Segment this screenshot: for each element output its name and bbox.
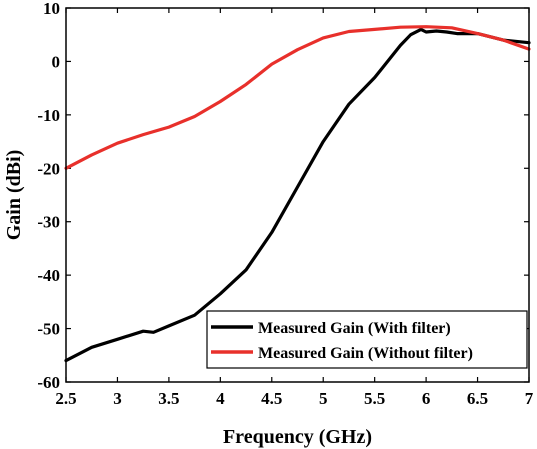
y-tick-label: -60 — [37, 373, 60, 392]
y-tick-label: 0 — [52, 52, 61, 71]
plot-frame — [65, 7, 530, 383]
legend-label-without-filter: Measured Gain (Without filter) — [258, 345, 473, 362]
x-tick-label: 7 — [525, 389, 534, 408]
x-tick-label: 6 — [422, 389, 431, 408]
y-tick-label: -40 — [37, 266, 60, 285]
series-line-without-filter — [64, 25, 531, 170]
legend-label-with-filter: Measured Gain (With filter) — [258, 320, 451, 337]
y-axis-title: Gain (dBi) — [3, 150, 25, 241]
legend-box — [206, 310, 528, 369]
series-layer — [64, 25, 531, 363]
legend: Measured Gain (With filter) Measured Gai… — [206, 310, 528, 369]
x-tick-label: 4.5 — [261, 389, 282, 408]
y-tick-label: -20 — [37, 159, 60, 178]
x-tick-label: 3 — [113, 389, 122, 408]
x-tick-label: 2.5 — [55, 389, 76, 408]
y-tick-label: -50 — [37, 320, 60, 339]
y-tick-label: 10 — [43, 0, 60, 18]
y-tick-label: -10 — [37, 106, 60, 125]
series-line-with-filter — [64, 27, 531, 363]
x-tick-labels: 2.5 3 3.5 4 4.5 5 5.5 6 6.5 7 — [55, 389, 533, 408]
y-tick-label: -30 — [37, 213, 60, 232]
x-tick-label: 5 — [319, 389, 328, 408]
x-tick-label: 4 — [216, 389, 225, 408]
y-tick-labels: 10 0 -10 -20 -30 -40 -50 -60 — [37, 0, 60, 392]
x-tick-label: 5.5 — [364, 389, 385, 408]
x-tick-label: 6.5 — [467, 389, 488, 408]
x-axis-title: Frequency (GHz) — [223, 426, 372, 448]
x-tick-label: 3.5 — [158, 389, 179, 408]
